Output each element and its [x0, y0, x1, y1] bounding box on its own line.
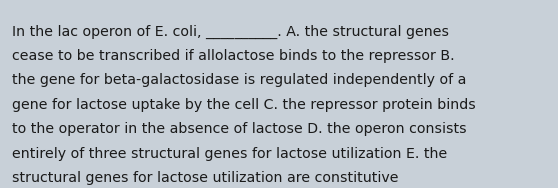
- Text: cease to be transcribed if allolactose binds to the repressor B.: cease to be transcribed if allolactose b…: [12, 49, 455, 63]
- Text: In the lac operon of E. coli, __________. A. the structural genes: In the lac operon of E. coli, __________…: [12, 24, 449, 39]
- Text: structural genes for lactose utilization are constitutive: structural genes for lactose utilization…: [12, 171, 399, 185]
- Text: entirely of three structural genes for lactose utilization E. the: entirely of three structural genes for l…: [12, 147, 448, 161]
- Text: gene for lactose uptake by the cell C. the repressor protein binds: gene for lactose uptake by the cell C. t…: [12, 98, 476, 112]
- Text: to the operator in the absence of lactose D. the operon consists: to the operator in the absence of lactos…: [12, 122, 467, 136]
- Text: the gene for beta-galactosidase is regulated independently of a: the gene for beta-galactosidase is regul…: [12, 73, 466, 87]
